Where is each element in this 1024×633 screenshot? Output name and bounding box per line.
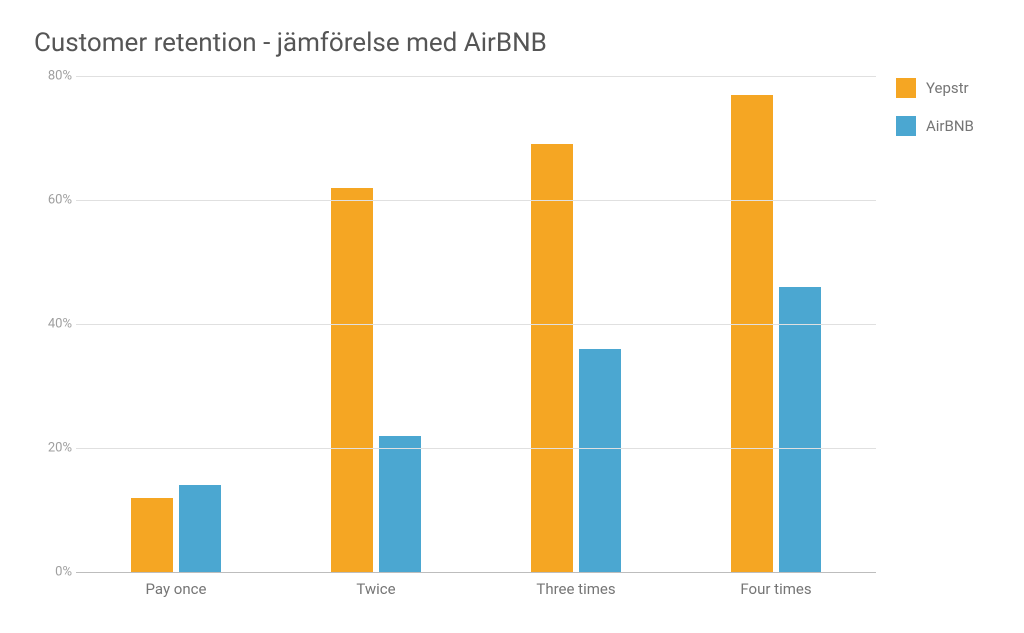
- bar: [179, 485, 221, 572]
- legend-item: AirBNB: [896, 116, 996, 136]
- bar: [531, 144, 573, 572]
- bar: [779, 287, 821, 572]
- x-axis-labels: Pay onceTwiceThree timesFour times: [76, 572, 876, 606]
- chart-title: Customer retention - jämförelse med AirB…: [34, 28, 996, 58]
- bar: [731, 95, 773, 572]
- x-axis-label: Pay once: [76, 572, 276, 606]
- gridline: [76, 324, 876, 325]
- x-axis-label: Three times: [476, 572, 676, 606]
- legend-swatch: [896, 78, 916, 98]
- gridline: [76, 448, 876, 449]
- plot-wrap: 0%20%40%60%80% Pay onceTwiceThree timesF…: [32, 76, 876, 606]
- legend-label: AirBNB: [926, 117, 974, 135]
- plot-area: 0%20%40%60%80%: [76, 76, 876, 572]
- legend: Yepstr AirBNB: [876, 76, 996, 606]
- chart-body: 0%20%40%60%80% Pay onceTwiceThree timesF…: [32, 76, 996, 606]
- legend-swatch: [896, 116, 916, 136]
- bar: [331, 188, 373, 572]
- legend-item: Yepstr: [896, 78, 996, 98]
- bar: [579, 349, 621, 572]
- y-axis-label: 20%: [32, 441, 72, 456]
- y-axis-label: 0%: [32, 565, 72, 580]
- y-axis-label: 40%: [32, 317, 72, 332]
- x-axis-label: Four times: [676, 572, 876, 606]
- x-axis-label: Twice: [276, 572, 476, 606]
- gridline: [76, 76, 876, 77]
- y-axis-label: 80%: [32, 69, 72, 84]
- gridline: [76, 200, 876, 201]
- chart-container: Customer retention - jämförelse med AirB…: [0, 0, 1024, 633]
- bar: [379, 436, 421, 572]
- y-axis-label: 60%: [32, 193, 72, 208]
- bar: [131, 498, 173, 572]
- legend-label: Yepstr: [926, 79, 969, 97]
